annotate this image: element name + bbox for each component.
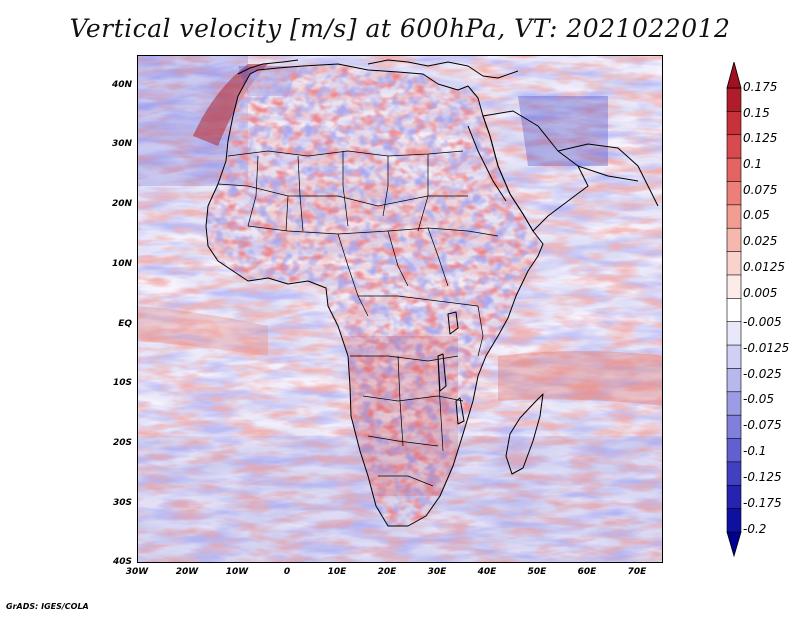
colorbar-cell [726,111,742,136]
lon-label-50e: 50E [527,567,547,577]
colorbar-cell [726,251,742,276]
lon-label-0: 0 [283,567,291,577]
colorbar-label-neg-0.025: -0.025 [743,367,782,381]
colorbar-cell [726,414,742,440]
colorbar-cell [726,484,742,510]
lon-label-60e: 60E [577,567,597,577]
velocity-field-map [138,56,662,562]
colorbar-label-neg-0.075: -0.075 [743,418,782,432]
colorbar-bottom-arrow [726,531,742,558]
lon-label-20e: 20E [377,567,397,577]
lat-label-40n: 40N [111,80,132,90]
grads-credit: GrADS: IGES/COLA [6,602,89,611]
colorbar-label-0.05: 0.05 [743,208,770,222]
colorbar-label-0.005: 0.005 [743,286,778,300]
colorbar-label-neg-0.2: -0.2 [743,522,767,536]
colorbar-label-neg-0.125: -0.125 [743,470,782,484]
lat-label-10s: 10S [112,378,132,388]
lat-label-20n: 20N [111,199,132,209]
colorbar-label-0.175: 0.175 [743,80,778,94]
colorbar-label-neg-0.005: -0.005 [743,315,782,329]
lon-label-70e: 70E [627,567,647,577]
colorbar-cell [726,204,742,229]
colorbar-label-0.15: 0.15 [743,106,770,120]
colorbar-cell [726,274,742,299]
colorbar-label-0.025: 0.025 [743,234,778,248]
lat-label-30s: 30S [112,498,132,508]
colorbar-top-arrow [726,62,742,89]
lat-label-40s: 40S [112,557,132,567]
colorbar-label-neg-0.1: -0.1 [743,444,767,458]
colorbar-label-0.0125: 0.0125 [743,260,785,274]
lon-label-40e: 40E [477,567,497,577]
colorbar-cell [726,368,742,393]
colorbar-cell [726,321,742,346]
colorbar [726,62,742,558]
colorbar-label-neg-0.05: -0.05 [743,392,775,406]
colorbar-cell [726,298,742,323]
colorbar-cell [726,391,742,416]
colorbar-cell [726,508,742,533]
lon-label-10e: 10E [327,567,347,577]
map-panel [137,55,663,563]
lat-label-20s: 20S [112,438,132,448]
lat-label-30n: 30N [111,139,132,149]
colorbar-cell [726,181,742,206]
colorbar-cell [726,87,742,112]
lat-label-eq: EQ [118,319,132,329]
colorbar-label-neg-0.175: -0.175 [743,496,782,510]
colorbar-label-0.1: 0.1 [743,157,763,171]
lon-label-30e: 30E [427,567,447,577]
colorbar-cell [726,461,742,486]
colorbar-label-0.125: 0.125 [743,131,778,145]
colorbar-cell [726,344,742,370]
colorbar-cell [726,157,742,183]
colorbar-label-0.075: 0.075 [743,183,778,197]
lat-label-10n: 10N [111,259,132,269]
lon-label-10w: 10W [225,567,249,577]
colorbar-label-neg-0.0125: -0.0125 [743,341,790,355]
lon-label-20w: 20W [175,567,199,577]
chart-title: Vertical velocity [m/s] at 600hPa, VT: 2… [69,14,731,43]
colorbar-cell [726,134,742,159]
lon-label-30w: 30W [125,567,149,577]
colorbar-cell [726,227,742,253]
colorbar-cell [726,438,742,463]
